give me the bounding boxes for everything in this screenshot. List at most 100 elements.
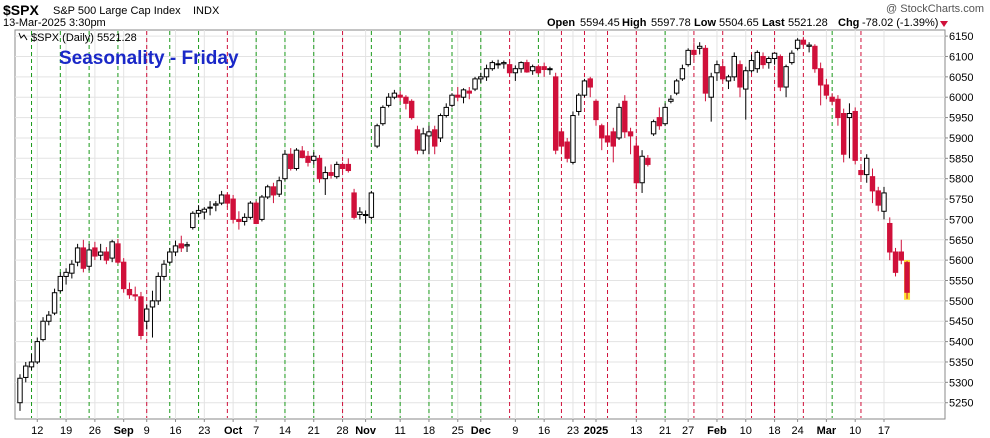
candle-body	[466, 90, 472, 94]
candle	[806, 42, 812, 53]
candle	[46, 311, 52, 326]
chart-title: Seasonality - Friday	[59, 48, 239, 69]
x-tick-label: Feb	[707, 425, 727, 437]
candle-body	[236, 218, 242, 222]
candle	[241, 213, 248, 226]
candle	[662, 103, 668, 126]
candle	[270, 182, 277, 204]
y-tick-label: 5350	[949, 357, 973, 369]
y-tick-label: 5800	[949, 174, 973, 186]
y-tick-label: 5450	[949, 316, 973, 328]
candle-body	[92, 247, 98, 257]
candle	[293, 148, 300, 171]
candle-body	[126, 288, 133, 296]
y-tick-label: 5550	[949, 276, 973, 288]
candle	[564, 137, 570, 163]
legend-text: $SPX (Daily) 5521.28	[31, 32, 137, 44]
x-tick-label: 26	[89, 425, 101, 437]
candle-body	[63, 271, 69, 277]
candle	[593, 99, 599, 126]
candle-body	[725, 76, 732, 82]
candle-body	[616, 106, 622, 139]
x-tick-label: Nov	[355, 425, 377, 437]
candle	[449, 93, 455, 108]
candle	[230, 194, 236, 224]
candle-body	[247, 202, 254, 218]
candle-body	[679, 68, 686, 80]
candle	[875, 186, 881, 212]
candle-body	[391, 92, 398, 98]
candle-body	[535, 66, 542, 74]
candle-body	[610, 131, 616, 147]
candle	[190, 211, 196, 230]
candle-body	[783, 66, 789, 88]
candle	[512, 65, 519, 81]
candle-body	[846, 113, 853, 119]
candle	[299, 146, 305, 159]
candle-body	[501, 62, 507, 65]
candle	[380, 105, 386, 126]
candle	[345, 158, 352, 173]
candle	[126, 282, 133, 299]
candle-body	[368, 192, 375, 218]
candle-body	[224, 194, 231, 204]
candle	[259, 194, 265, 222]
candle-body	[149, 300, 156, 308]
candle-body	[51, 292, 58, 314]
x-tick-label: 19	[60, 425, 72, 437]
candle	[23, 361, 29, 383]
candle	[673, 78, 680, 96]
candle-body	[414, 129, 421, 151]
candle	[754, 50, 760, 73]
x-tick-label: 16	[169, 425, 181, 437]
candle	[766, 56, 772, 69]
candles-layer	[17, 36, 911, 411]
candle-body	[829, 96, 835, 102]
x-tick-label: 21	[308, 425, 320, 437]
candle-body	[869, 176, 876, 192]
candle-body	[132, 294, 138, 297]
legend-line-icon	[18, 32, 28, 41]
candle	[195, 205, 202, 218]
candle	[328, 164, 334, 179]
candle	[558, 127, 565, 155]
candle	[725, 74, 732, 90]
x-tick-label: 23	[567, 425, 579, 437]
candle	[478, 72, 484, 83]
candle	[840, 108, 847, 163]
candle-body	[760, 55, 766, 66]
chg-value: -78.02 (-1.39%)	[862, 17, 938, 29]
candle-body	[898, 251, 904, 261]
candle	[892, 247, 899, 277]
candle-body	[178, 243, 184, 249]
candle-body	[587, 78, 593, 88]
candle	[627, 127, 634, 155]
candle	[224, 192, 231, 208]
candle	[743, 66, 749, 120]
timestamp-label: 13-Mar-2025 3:30pm	[3, 17, 106, 29]
candle-body	[852, 110, 858, 161]
candle	[120, 258, 127, 293]
candle	[846, 103, 853, 159]
candle-body	[817, 68, 824, 86]
y-tick-label: 5400	[949, 337, 973, 349]
candle	[823, 78, 830, 100]
candle	[97, 243, 104, 261]
candle	[264, 184, 271, 200]
y-tick-label: 5950	[949, 113, 973, 125]
candle-body	[892, 251, 899, 273]
candle-body	[754, 51, 760, 70]
candle-body	[547, 68, 553, 71]
candle-body	[576, 94, 582, 112]
candle	[322, 166, 328, 195]
candle-body	[426, 131, 432, 137]
open-label: Open	[547, 17, 575, 29]
x-tick-label: 11	[394, 425, 405, 437]
candle-body	[875, 190, 881, 206]
candle	[138, 291, 144, 340]
candle-body	[506, 64, 513, 74]
candle	[852, 107, 858, 165]
candle-body	[57, 275, 64, 292]
candle	[414, 125, 421, 155]
